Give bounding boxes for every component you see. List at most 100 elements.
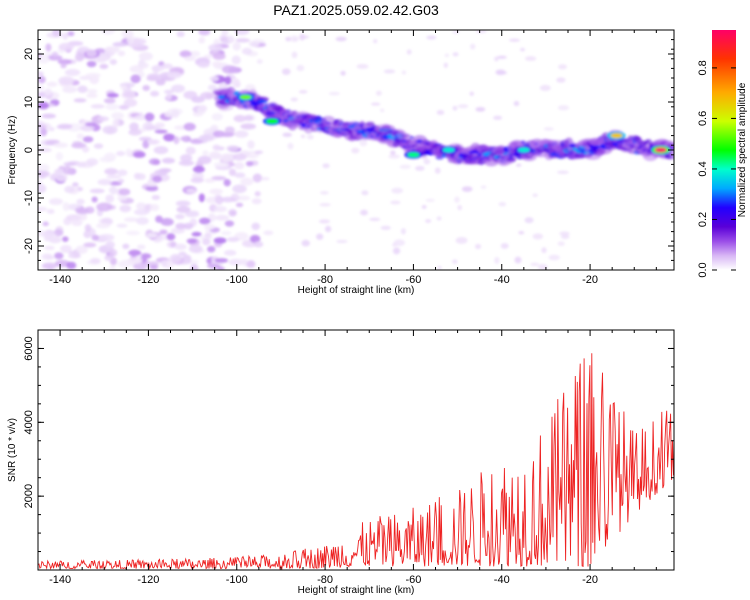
- heatmap-cell: [96, 222, 111, 229]
- heatmap-cell: [97, 116, 109, 122]
- heatmap-cell: [240, 123, 257, 130]
- heatmap-cell: [254, 150, 264, 154]
- heatmap-cell: [356, 64, 369, 69]
- heatmap-cell: [234, 30, 250, 36]
- heatmap-cell: [117, 169, 128, 176]
- heatmap-cell: [532, 193, 538, 198]
- heatmap-cell: [93, 143, 104, 149]
- heatmap-cell: [176, 206, 191, 214]
- heatmap-cell: [51, 51, 59, 57]
- heatmap-cell: [117, 195, 128, 201]
- figure-title: PAZ1.2025.059.02.42.G03: [273, 2, 439, 18]
- heatmap-cell: [46, 208, 55, 215]
- spectrogram-x-tick-label: -120: [137, 274, 159, 286]
- heatmap-cell: [380, 108, 385, 113]
- heatmap-cell: [525, 56, 537, 62]
- heatmap-cell: [202, 150, 209, 156]
- heatmap-cell: [151, 195, 161, 201]
- heatmap-cell: [44, 88, 52, 96]
- heatmap-cell: [38, 55, 50, 64]
- colorbar-tick-label: 0.8: [697, 60, 709, 75]
- spectrogram-y-tick-label: 0: [23, 147, 35, 153]
- snr-panel: -140 -120 -100 -80 -60 -40 -20 2000 4000 6000 He…: [7, 329, 675, 596]
- spectrogram-x-tick-label: -20: [582, 274, 598, 286]
- heatmap-cell: [138, 136, 152, 142]
- heatmap-cell: [290, 97, 298, 102]
- heatmap-cell: [198, 36, 206, 44]
- heatmap-cell: [137, 62, 149, 69]
- heatmap-cell: [147, 139, 158, 145]
- heatmap-cell: [134, 114, 148, 121]
- heatmap-cell: [444, 53, 450, 58]
- heatmap-cell: [252, 173, 263, 183]
- heatmap-cell: [455, 237, 468, 244]
- heatmap-cell: [224, 220, 235, 227]
- heatmap-cell: [104, 168, 118, 175]
- heatmap-cell: [520, 47, 526, 52]
- heatmap-cell: [189, 50, 201, 58]
- heatmap-cell: [289, 35, 299, 43]
- heatmap-cell: [215, 214, 229, 221]
- heatmap-cell: [221, 30, 229, 37]
- heatmap-cell: [188, 244, 203, 253]
- heatmap-cell: [96, 202, 113, 212]
- heatmap-cell: [46, 81, 58, 87]
- heatmap-cell: [99, 63, 109, 70]
- heatmap-cell: [71, 219, 83, 227]
- heatmap-cell: [184, 56, 196, 61]
- heatmap-cell: [328, 91, 341, 96]
- heatmap-cell: [77, 85, 88, 93]
- heatmap-cell: [538, 264, 548, 270]
- heatmap-cell: [38, 75, 46, 84]
- heatmap-cell: [469, 91, 474, 96]
- heatmap-cell: [53, 229, 64, 237]
- heatmap-cell: [163, 133, 176, 142]
- heatmap-cell: [415, 165, 425, 171]
- spectrogram-x-tick-label: -140: [49, 274, 71, 286]
- heatmap-cell: [38, 180, 43, 189]
- heatmap-cell: [223, 249, 237, 256]
- heatmap-cell: [45, 43, 52, 52]
- snr-ticks: [37, 329, 674, 570]
- heatmap-cell: [260, 177, 270, 181]
- heatmap-cell: [175, 213, 185, 220]
- heatmap-cell: [146, 73, 161, 80]
- heatmap-cell: [298, 89, 308, 94]
- heatmap-cell: [54, 252, 64, 260]
- heatmap-cell: [380, 225, 391, 230]
- heatmap-cell: [524, 217, 534, 224]
- heatmap-cell: [38, 206, 48, 212]
- heatmap-cell: [116, 151, 126, 157]
- heatmap-cell: [245, 160, 254, 167]
- heatmap-cell: [155, 78, 166, 86]
- heatmap-cell: [90, 104, 105, 109]
- heatmap-cell: [60, 244, 72, 253]
- heatmap-cell: [229, 211, 237, 216]
- heatmap-cell: [226, 236, 240, 242]
- heatmap-cell: [557, 241, 565, 246]
- heatmap-cell: [421, 205, 427, 209]
- heatmap-cell: [169, 241, 177, 248]
- heatmap-cell: [236, 259, 249, 265]
- heatmap-cell: [263, 230, 274, 236]
- heatmap-cell: [55, 173, 68, 182]
- heatmap-cell: [232, 184, 247, 194]
- heatmap-cell: [161, 157, 176, 164]
- heatmap-cell: [518, 231, 525, 235]
- heatmap-cell: [127, 257, 143, 265]
- snr-x-tick-label: -120: [137, 574, 159, 586]
- heatmap-cell: [133, 209, 150, 216]
- heatmap-cell: [136, 244, 146, 250]
- heatmap-cell: [457, 204, 463, 211]
- heatmap-cell: [148, 158, 161, 166]
- heatmap-cell: [103, 98, 116, 104]
- heatmap-cell: [180, 136, 189, 142]
- heatmap-cell: [209, 188, 223, 195]
- heatmap-cell: [62, 32, 69, 40]
- heatmap-cell: [235, 202, 244, 208]
- heatmap-hotspot-core: [407, 152, 420, 158]
- heatmap-cell: [191, 231, 202, 237]
- heatmap-hotspot-core: [610, 133, 623, 139]
